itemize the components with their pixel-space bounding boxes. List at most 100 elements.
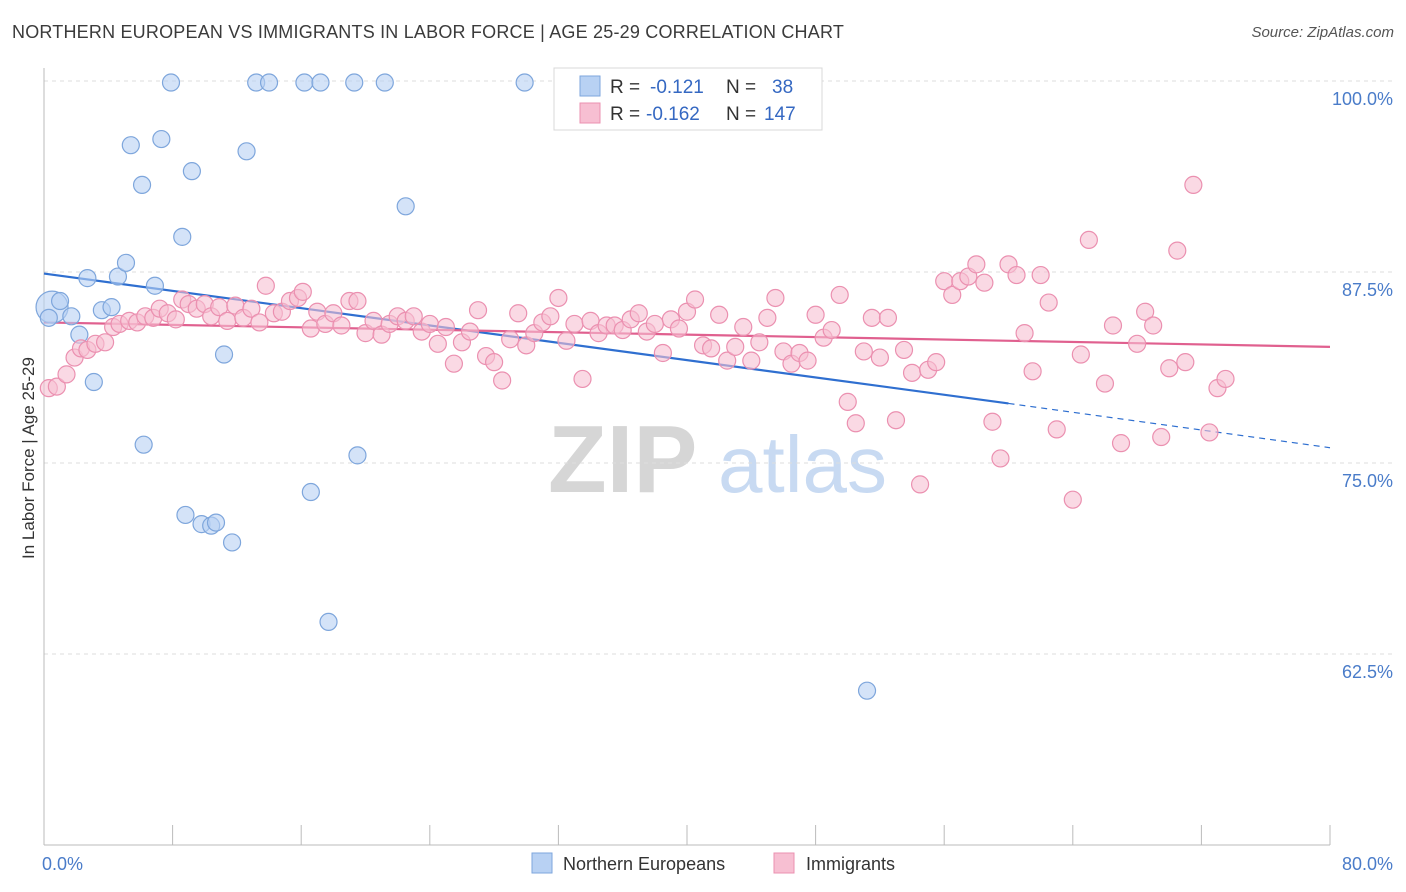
legend-bottom-swatch-blue	[531, 852, 553, 874]
point-immigrant	[1031, 265, 1050, 285]
series-legend: Northern Europeans Immigrants	[531, 852, 895, 874]
point-immigrant	[509, 304, 528, 323]
point-northern-european	[39, 308, 58, 327]
point-immigrant	[710, 305, 729, 324]
point-immigrant	[47, 377, 66, 396]
legend-n-value-pink: 147	[764, 104, 796, 125]
point-immigrant	[758, 308, 777, 327]
legend-r-value-pink: -0.162	[646, 104, 700, 125]
point-immigrant	[910, 475, 930, 494]
point-immigrant	[806, 305, 825, 324]
point-northern-european	[396, 197, 415, 216]
point-immigrant	[549, 288, 568, 308]
point-northern-european	[108, 267, 128, 286]
point-immigrant	[685, 290, 705, 309]
point-immigrant	[57, 365, 76, 384]
legend-r-value-blue: -0.121	[650, 77, 704, 98]
y-tick-label: 75.0%	[1342, 471, 1393, 491]
point-immigrant	[293, 282, 312, 301]
point-immigrant	[991, 449, 1010, 468]
legend-n-label-blue: N =	[726, 77, 756, 98]
point-northern-european	[176, 505, 195, 525]
point-immigrant	[444, 354, 464, 373]
point-immigrant	[1111, 434, 1131, 453]
point-immigrant	[766, 288, 785, 308]
point-immigrant	[1127, 334, 1147, 353]
y-tick-label: 62.5%	[1342, 662, 1393, 682]
point-immigrant	[726, 337, 745, 356]
point-immigrant	[1103, 316, 1123, 335]
point-immigrant	[1079, 230, 1098, 250]
point-immigrant	[870, 348, 890, 367]
point-immigrant	[718, 351, 737, 370]
point-northern-european	[78, 269, 97, 288]
point-northern-european	[134, 435, 153, 454]
point-immigrant	[902, 363, 922, 382]
point-immigrant	[1039, 293, 1058, 312]
point-immigrant	[573, 369, 592, 389]
chart-title: NORTHERN EUROPEAN VS IMMIGRANTS IN LABOR…	[12, 22, 845, 42]
point-immigrant	[332, 316, 351, 335]
point-immigrant	[436, 317, 455, 337]
point-northern-european	[121, 136, 140, 155]
legend-bottom-swatch-pink	[773, 852, 795, 874]
watermark-zip: ZIP	[548, 406, 697, 513]
point-northern-european	[173, 227, 192, 246]
point-immigrant	[1023, 362, 1042, 381]
point-immigrant	[557, 331, 576, 350]
point-immigrant	[493, 371, 512, 390]
point-immigrant	[256, 276, 275, 295]
point-northern-european	[206, 513, 226, 532]
point-northern-european	[222, 533, 242, 552]
point-northern-european	[182, 162, 201, 181]
point-immigrant	[742, 351, 761, 370]
point-northern-european	[259, 73, 279, 92]
legend-bottom-label-blue: Northern Europeans	[563, 854, 725, 874]
point-northern-european	[145, 276, 165, 295]
point-immigrant	[1047, 420, 1066, 439]
x-tick-label: 80.0%	[1342, 854, 1393, 874]
point-immigrant	[943, 285, 962, 305]
point-northern-european	[84, 372, 103, 392]
point-immigrant	[1216, 369, 1235, 389]
point-immigrant	[830, 285, 849, 305]
axes: 100.0% 87.5% 75.0% 62.5% 0.0% 80.0%	[42, 68, 1393, 874]
point-northern-european	[311, 73, 330, 92]
point-immigrant	[822, 320, 841, 340]
point-immigrant	[1200, 423, 1219, 442]
point-immigrant	[250, 313, 269, 332]
legend-n-label-pink: N =	[726, 104, 756, 125]
legend-swatch-pink	[579, 102, 601, 124]
point-immigrant	[95, 333, 115, 352]
point-immigrant	[702, 339, 721, 358]
y-tick-label: 100.0%	[1332, 89, 1393, 109]
point-immigrant	[1007, 265, 1026, 285]
point-northern-european	[152, 129, 171, 149]
legend-bottom-label-pink: Immigrants	[806, 854, 895, 874]
point-immigrant	[653, 343, 672, 363]
point-northern-european	[345, 73, 364, 92]
point-immigrant	[1184, 175, 1203, 195]
point-immigrant	[460, 322, 480, 341]
point-northern-european	[116, 253, 136, 272]
point-immigrant	[242, 299, 261, 318]
point-northern-european	[295, 73, 314, 92]
point-immigrant	[734, 317, 753, 337]
point-northern-european	[515, 73, 534, 92]
x-tick-label: 0.0%	[42, 854, 83, 874]
point-immigrant	[983, 412, 1002, 431]
point-immigrant	[750, 333, 769, 352]
point-northern-european	[161, 73, 181, 92]
point-immigrant	[669, 319, 689, 338]
point-immigrant	[1152, 427, 1171, 447]
point-northern-european	[102, 298, 121, 317]
point-immigrant	[629, 304, 648, 323]
point-immigrant	[565, 314, 584, 334]
point-immigrant	[541, 307, 560, 326]
y-tick-label: 87.5%	[1342, 280, 1393, 300]
point-northern-european	[132, 175, 152, 195]
point-immigrant	[927, 353, 946, 372]
point-northern-european	[237, 142, 256, 161]
point-northern-european	[214, 345, 234, 364]
